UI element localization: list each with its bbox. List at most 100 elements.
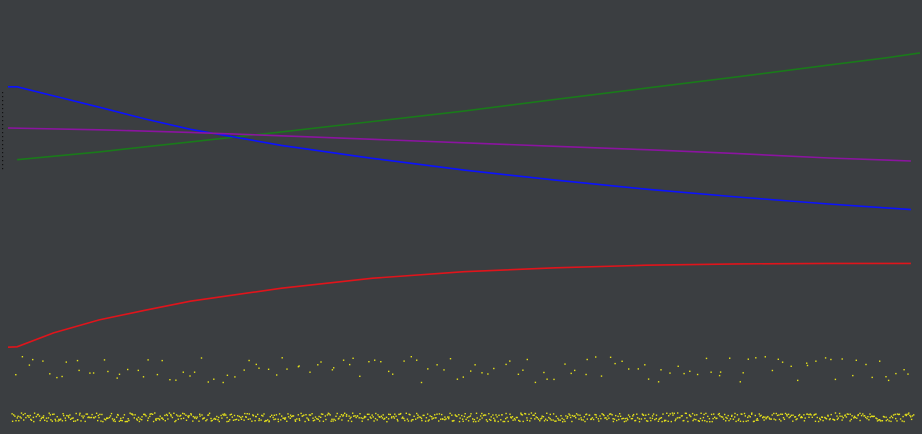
scatter-point — [167, 418, 169, 420]
scatter-point — [645, 414, 647, 416]
scatter-point — [210, 420, 212, 422]
scatter-point — [271, 414, 273, 416]
scatter-point — [886, 418, 889, 421]
scatter-point — [777, 358, 779, 360]
scatter-point — [475, 420, 477, 423]
scatter-point — [782, 417, 785, 419]
scatter-point — [644, 364, 646, 366]
scatter-point — [530, 417, 532, 420]
scatter-point — [363, 415, 366, 418]
scatter-point — [11, 420, 14, 422]
scatter-point — [18, 420, 20, 422]
scatter-point — [448, 416, 450, 418]
scatter-point — [223, 413, 226, 415]
scatter-point — [662, 413, 664, 415]
scatter-point — [94, 416, 97, 418]
scatter-point — [664, 419, 666, 422]
scatter-point — [801, 416, 803, 419]
scatter-point — [514, 419, 516, 421]
scatter-point — [655, 414, 658, 416]
scatter-point — [216, 415, 218, 418]
scatter-point — [301, 415, 304, 417]
scatter-point — [627, 419, 629, 421]
scatter-point — [24, 412, 26, 415]
scatter-point — [636, 413, 638, 415]
scatter-point — [436, 364, 438, 366]
scatter-point — [248, 413, 250, 415]
scatter-point — [17, 415, 19, 417]
scatter-point — [834, 378, 837, 381]
scatter-point — [714, 416, 716, 418]
scatter-point — [84, 420, 86, 423]
scatter-point — [413, 415, 415, 417]
scatter-point — [636, 417, 639, 419]
scatter-point — [592, 418, 595, 421]
scatter-point — [841, 415, 843, 417]
scatter-point — [431, 416, 433, 418]
scatter-point — [717, 413, 720, 416]
scatter-point — [387, 418, 390, 420]
scatter-point — [533, 414, 535, 416]
scatter-point — [865, 363, 867, 366]
scatter-point — [374, 359, 376, 361]
scatter-point — [257, 413, 259, 416]
scatter-point — [131, 413, 133, 415]
scatter-point — [440, 418, 442, 420]
scatter-point — [477, 420, 480, 422]
scatter-point — [535, 416, 537, 418]
series-line-3 — [7, 262, 911, 348]
scatter-point — [42, 415, 45, 417]
scatter-point — [626, 417, 628, 419]
scatter-point — [649, 417, 651, 419]
scatter-point — [273, 418, 275, 421]
scatter-point — [46, 420, 48, 422]
scatter-point — [400, 412, 402, 415]
scatter-point — [564, 363, 566, 365]
scatter-point — [199, 413, 201, 415]
scatter-point — [462, 376, 464, 378]
scatter-point — [416, 412, 418, 415]
scatter-point — [243, 419, 245, 421]
scatter-point — [164, 414, 166, 417]
scatter-point — [38, 415, 41, 417]
scatter-point — [234, 376, 236, 378]
scatter-point — [182, 371, 184, 373]
scatter-point — [194, 416, 196, 418]
scatter-point — [492, 414, 494, 416]
scatter-point — [729, 357, 731, 359]
scatter-point — [227, 420, 230, 422]
scatter-point — [410, 420, 413, 422]
scatter-point — [657, 420, 660, 422]
scatter-point — [75, 412, 77, 415]
scatter-point — [137, 369, 139, 372]
scatter-point — [594, 413, 596, 416]
scatter-point — [368, 361, 370, 363]
scatter-point — [809, 413, 811, 415]
scatter-point — [608, 413, 611, 415]
scatter-point — [869, 413, 871, 415]
scatter-point — [515, 416, 518, 419]
scatter-point — [304, 420, 306, 423]
scatter-point — [814, 413, 816, 416]
scatter-point — [416, 359, 418, 361]
scatter-point — [845, 416, 848, 418]
scatter-point — [272, 416, 274, 419]
scatter-point — [502, 420, 504, 423]
scatter-point — [320, 361, 322, 363]
scatter-point — [169, 379, 171, 381]
scatter-point — [287, 413, 289, 415]
scatter-point — [308, 419, 310, 421]
scatter-point — [855, 359, 857, 361]
scatter-point — [221, 417, 223, 419]
edge-mark — [2, 156, 4, 158]
scatter-point — [50, 419, 52, 421]
scatter-point — [866, 417, 868, 420]
scatter-point — [665, 419, 667, 422]
scatter-point — [369, 416, 371, 418]
scatter-point — [534, 412, 537, 415]
scatter-point — [505, 412, 507, 415]
scatter-point — [331, 418, 333, 420]
scatter-point — [630, 418, 633, 420]
scatter-point — [836, 415, 838, 417]
edge-mark — [2, 160, 4, 162]
